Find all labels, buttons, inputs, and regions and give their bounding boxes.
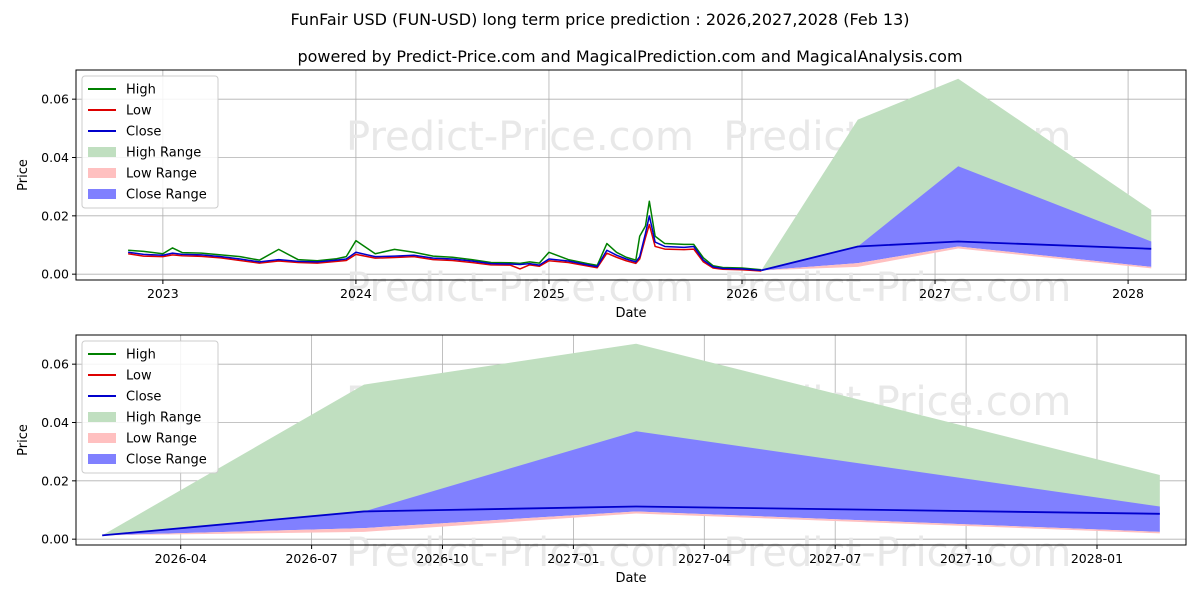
- legend-area-swatch: [88, 189, 116, 199]
- low-range-area: [102, 511, 1160, 536]
- x-tick-label: 2027-07: [809, 551, 861, 566]
- y-axis-label: Price: [16, 424, 31, 456]
- watermark: Predict-Price.com: [346, 114, 694, 160]
- legend-label: High: [126, 83, 156, 98]
- x-tick-label: 2023: [147, 286, 179, 301]
- x-tick-label: 2026: [726, 286, 758, 301]
- close-forecast-line: [761, 240, 1152, 272]
- x-tick-label: 2026-10: [416, 551, 468, 566]
- y-axis-label: Price: [16, 159, 31, 191]
- x-tick-label: 2027: [919, 286, 951, 301]
- y-tick-label: 0.00: [41, 267, 69, 282]
- axes-frame: [75, 69, 1187, 281]
- low-line: [128, 223, 762, 272]
- x-axis-label: Date: [615, 571, 646, 586]
- x-tick-label: 2028: [1112, 286, 1144, 301]
- legend-label: Close: [126, 390, 161, 405]
- x-tick-label: 2028-01: [1071, 551, 1123, 566]
- chart-subtitle: powered by Predict-Price.com and Magical…: [297, 47, 962, 66]
- legend-label: Low Range: [126, 432, 197, 447]
- legend-label: Low Range: [126, 167, 197, 182]
- x-axis-label: Date: [615, 306, 646, 321]
- legend-label: High Range: [126, 146, 201, 161]
- x-tick-label: 2026-07: [285, 551, 337, 566]
- legend-label: Low: [126, 369, 152, 384]
- y-tick-label: 0.02: [41, 208, 69, 223]
- legend-label: High: [126, 348, 156, 363]
- close-forecast-line: [102, 505, 1160, 537]
- legend-area-swatch: [88, 168, 116, 178]
- x-tick-label: 2024: [340, 286, 372, 301]
- upper-panel: Predict-Price.com Predict-Price.com Predic…: [16, 69, 1187, 321]
- y-tick-label: 0.00: [41, 532, 69, 547]
- chart-title: FunFair USD (FUN-USD) long term price pr…: [290, 10, 909, 29]
- y-tick-label: 0.02: [41, 473, 69, 488]
- legend-label: Low: [126, 104, 152, 119]
- y-tick-label: 0.04: [41, 150, 69, 165]
- legend-label: Close Range: [126, 188, 207, 203]
- watermark: Predict-Price.com: [346, 265, 694, 311]
- axes-frame: [75, 334, 1187, 546]
- legend-area-swatch: [88, 454, 116, 464]
- x-tick-label: 2027-10: [940, 551, 992, 566]
- legend-area-swatch: [88, 147, 116, 157]
- x-tick-label: 2025: [533, 286, 565, 301]
- x-tick-label: 2027-04: [678, 551, 730, 566]
- watermark: Predict-Price.com: [723, 265, 1071, 311]
- legend-area-swatch: [88, 412, 116, 422]
- y-tick-label: 0.04: [41, 415, 69, 430]
- high-line: [128, 200, 762, 271]
- legend-label: Close Range: [126, 453, 207, 468]
- watermark: Predict-Price.com: [346, 530, 694, 576]
- y-tick-label: 0.06: [41, 357, 69, 372]
- x-tick-label: 2026-04: [155, 551, 207, 566]
- x-tick-label: 2027-01: [547, 551, 599, 566]
- y-tick-label: 0.06: [41, 92, 69, 107]
- legend-label: Close: [126, 125, 161, 140]
- close-history-line: [128, 215, 762, 272]
- watermark: Predict-Price.com: [723, 530, 1071, 576]
- legend-area-swatch: [88, 433, 116, 443]
- legend-label: High Range: [126, 411, 201, 426]
- low-range-area: [761, 246, 1152, 271]
